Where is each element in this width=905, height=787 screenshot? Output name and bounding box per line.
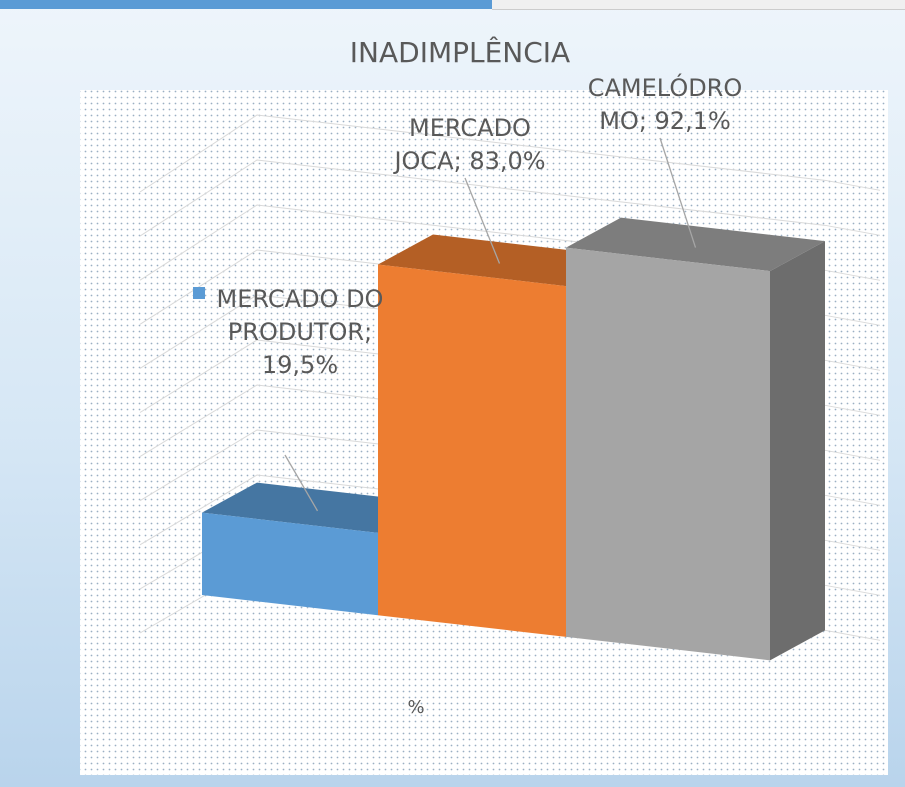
top-strip xyxy=(0,0,492,9)
value-label: 83,0% xyxy=(469,147,546,175)
data-label: MERCADO JOCA; 83,0% xyxy=(385,112,555,178)
label-separator: ; xyxy=(364,318,373,346)
data-label: MERCADO DO PRODUTOR; 19,5% xyxy=(205,283,395,382)
label-separator: ; xyxy=(453,147,470,175)
bar-top xyxy=(378,234,621,287)
grid-line xyxy=(139,114,881,193)
label-separator: ; xyxy=(638,107,655,135)
leader-line xyxy=(284,454,319,512)
series-name: MERCADO DO PRODUTOR xyxy=(216,285,384,346)
legend-key xyxy=(193,287,205,299)
bar-top xyxy=(566,217,825,272)
bar-side xyxy=(770,241,825,661)
bar xyxy=(202,512,378,616)
leader-line xyxy=(464,177,501,264)
grid-line xyxy=(139,159,881,237)
value-label: 92,1% xyxy=(654,107,731,135)
series-name: CAMELÓDROMO xyxy=(587,74,743,135)
bar xyxy=(566,247,770,661)
data-label: CAMELÓDROMO; 92,1% xyxy=(580,72,750,138)
value-label: 19,5% xyxy=(261,351,339,379)
bar xyxy=(378,264,566,637)
series-name: MERCADO JOCA xyxy=(394,114,531,175)
bar-top xyxy=(202,482,433,533)
x-axis-label: % xyxy=(407,697,424,718)
chart-title: INADIMPLÊNCIA xyxy=(350,35,570,69)
leader-line xyxy=(659,137,697,248)
grid-line xyxy=(139,204,881,281)
top-strip xyxy=(492,0,905,10)
